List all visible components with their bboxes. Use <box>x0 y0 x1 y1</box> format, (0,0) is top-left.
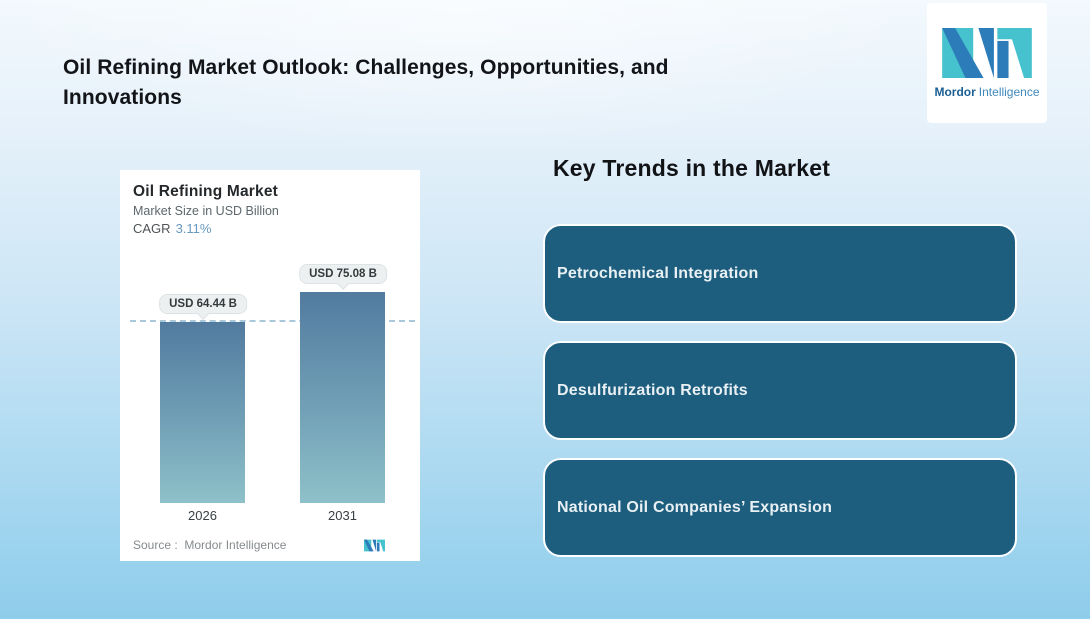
trend-card-label: Desulfurization Retrofits <box>557 381 748 399</box>
brand-logo-card: Mordor Intelligence <box>927 3 1047 123</box>
x-axis-label-2026: 2026 <box>188 508 217 523</box>
page-title: Oil Refining Market Outlook: Challenges,… <box>63 56 669 109</box>
market-chart-card: Oil Refining Market Market Size in USD B… <box>120 170 420 561</box>
chart-subtitle: Market Size in USD Billion <box>133 204 279 218</box>
trend-card-petrochemical-integration: Petrochemical Integration <box>543 224 1017 323</box>
brand-name: Mordor Intelligence <box>927 85 1047 99</box>
trend-card-national-oil-companies-expansion: National Oil Companies’ Expansion <box>543 458 1017 557</box>
value-tooltip-2031: USD 75.08 B <box>299 264 387 290</box>
value-tooltip-text: USD 75.08 B <box>309 268 377 280</box>
trend-card-label: Petrochemical Integration <box>557 264 759 282</box>
cagr-row: CAGR 3.11% <box>133 221 211 236</box>
value-tooltip-text: USD 64.44 B <box>169 298 237 310</box>
bar-2026 <box>160 322 245 503</box>
source-label: Source : Mordor Intelligence <box>133 538 287 552</box>
brand-name-bold: Mordor <box>934 85 976 99</box>
mordor-logo-icon <box>942 28 1032 78</box>
cagr-label: CAGR <box>133 221 171 236</box>
trend-card-label: National Oil Companies’ Expansion <box>557 498 833 516</box>
mordor-logo-mini-icon <box>364 539 385 552</box>
value-tooltip-2026: USD 64.44 B <box>159 294 247 320</box>
chart-title: Oil Refining Market <box>133 183 279 200</box>
brand-name-rest: Intelligence <box>978 85 1040 99</box>
reference-dashed-line <box>130 320 415 322</box>
cagr-value: 3.11% <box>175 221 212 236</box>
key-trends-heading: Key Trends in the Market <box>553 155 831 181</box>
bar-2031 <box>300 292 385 503</box>
x-axis-label-2031: 2031 <box>328 508 357 523</box>
trend-card-desulfurization-retrofits: Desulfurization Retrofits <box>543 341 1017 440</box>
